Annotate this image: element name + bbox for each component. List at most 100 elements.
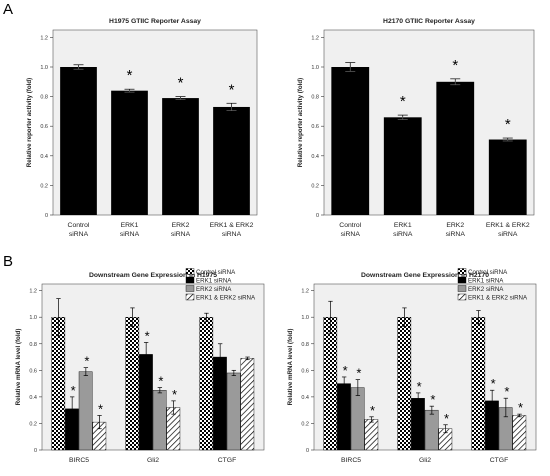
significance-marker: * (452, 57, 458, 74)
x-tick-label: ERK2 siRNA (171, 222, 191, 238)
legend-entry: Control siRNA (196, 269, 236, 276)
y-tick-label: 0.4 (301, 395, 309, 401)
significance-marker: * (229, 81, 235, 98)
y-tick-label: 0.6 (40, 124, 48, 130)
significance-marker: * (444, 411, 449, 426)
chart-h2170-reporter: H2170 GTIIC Reporter Assay Relative repor… (297, 18, 535, 238)
significance-marker: * (84, 354, 89, 369)
x-tick-label: ERK1 siRNA (120, 222, 140, 238)
bar (424, 409, 439, 451)
bar (51, 317, 66, 451)
legend-swatch (457, 293, 467, 301)
bar (337, 383, 351, 451)
legend-swatch (457, 285, 467, 292)
bar (125, 317, 140, 451)
legend-entry: Control siRNA (468, 269, 508, 276)
x-tick-label: BIRC5 (69, 457, 89, 464)
bar (60, 67, 97, 215)
bar (162, 98, 199, 215)
bar (397, 317, 412, 451)
significance-marker: * (400, 93, 406, 110)
y-tick-label: 0.4 (29, 395, 37, 401)
y-tick-label: 0 (306, 448, 309, 454)
bar (152, 390, 167, 451)
significance-marker: * (127, 67, 133, 84)
significance-marker: * (158, 374, 163, 389)
x-tick-label: ERK1 siRNA (393, 222, 413, 238)
panel-label-a: A (3, 1, 14, 18)
significance-marker: * (430, 392, 435, 407)
chart-title: H2170 GTIIC Reporter Assay (383, 18, 475, 25)
bar (350, 387, 365, 451)
significance-marker: * (518, 400, 523, 415)
y-tick-label: 0.8 (40, 95, 48, 101)
bar (331, 67, 370, 215)
y-tick-label: 0.6 (301, 368, 309, 374)
x-tick-label: Control siRNA (68, 222, 90, 238)
bar (111, 90, 148, 215)
panel-label-b: B (3, 253, 14, 270)
y-axis-label: Relative reporter activity (fold) (26, 78, 33, 167)
bar (471, 317, 486, 451)
y-tick-label: 0 (45, 213, 48, 219)
significance-marker: * (145, 328, 150, 343)
legend-entry: ERK1 & ERK2 siRNA (196, 295, 256, 302)
legend-entry: ERK2 siRNA (196, 286, 232, 293)
y-tick-label: 1.2 (311, 35, 319, 41)
chart-title: Downstream Gene Expression in H1975 (89, 272, 217, 279)
y-tick-label: 0.2 (301, 421, 309, 427)
bar (512, 415, 527, 451)
significance-marker: * (417, 379, 422, 394)
legend-swatch (457, 276, 467, 284)
significance-marker: * (370, 403, 375, 418)
x-tick-label: ERK2 siRNA (446, 222, 466, 238)
legend-entry: ERK2 siRNA (468, 286, 504, 293)
legend-swatch (185, 276, 195, 284)
y-tick-label: 0.2 (311, 183, 319, 189)
bar (323, 317, 338, 451)
y-axis-label: Relative mRNA level (fold) (15, 329, 22, 406)
y-tick-label: 0.6 (311, 124, 319, 130)
y-tick-label: 1.2 (301, 289, 309, 295)
x-tick-label: Control siRNA (339, 222, 361, 238)
y-tick-label: 1.0 (301, 315, 309, 321)
legend-swatch (457, 268, 467, 275)
y-tick-label: 1.0 (40, 65, 48, 71)
chart-h2170-gene-expression: Downstream Gene Expression in H2170 Relat… (287, 268, 537, 464)
bar (383, 117, 422, 215)
significance-marker: * (98, 401, 103, 416)
y-tick-label: 0.8 (301, 342, 309, 348)
y-tick-label: 0.8 (29, 342, 37, 348)
significance-marker: * (172, 387, 177, 402)
significance-marker: * (356, 366, 361, 381)
y-tick-label: 0.4 (311, 154, 319, 160)
bar (213, 106, 250, 215)
y-tick-label: 0 (34, 448, 37, 454)
bar (364, 419, 379, 451)
chart-title: Downstream Gene Expression in H2170 (361, 272, 489, 279)
y-tick-label: 1.2 (40, 35, 48, 41)
bar (139, 354, 153, 451)
bar (213, 356, 227, 451)
y-tick-label: 0 (316, 213, 319, 219)
y-tick-label: 1.0 (29, 315, 37, 321)
y-tick-label: 0.2 (29, 421, 37, 427)
bar (488, 139, 527, 215)
legend-entry: ERK1 siRNA (196, 278, 232, 285)
x-tick-label: ERK1 & ERK2 siRNA (210, 222, 254, 238)
bar (240, 358, 255, 451)
bar (199, 317, 214, 451)
legend-swatch (185, 285, 195, 292)
bar (436, 81, 475, 215)
x-tick-label: Gli2 (147, 457, 159, 464)
significance-marker: * (343, 363, 348, 378)
y-tick-label: 0.6 (29, 368, 37, 374)
x-tick-label: BIRC5 (341, 457, 361, 464)
legend-entry: ERK1 siRNA (468, 278, 504, 285)
legend-swatch (185, 268, 195, 275)
bar (78, 371, 93, 451)
chart-title: H1975 GTIIC Reporter Assay (109, 18, 201, 25)
y-tick-label: 1.0 (311, 65, 319, 71)
chart-h1975-reporter: H1975 GTIIC Reporter Assay Relative repor… (26, 18, 258, 238)
y-tick-label: 0.2 (40, 183, 48, 189)
